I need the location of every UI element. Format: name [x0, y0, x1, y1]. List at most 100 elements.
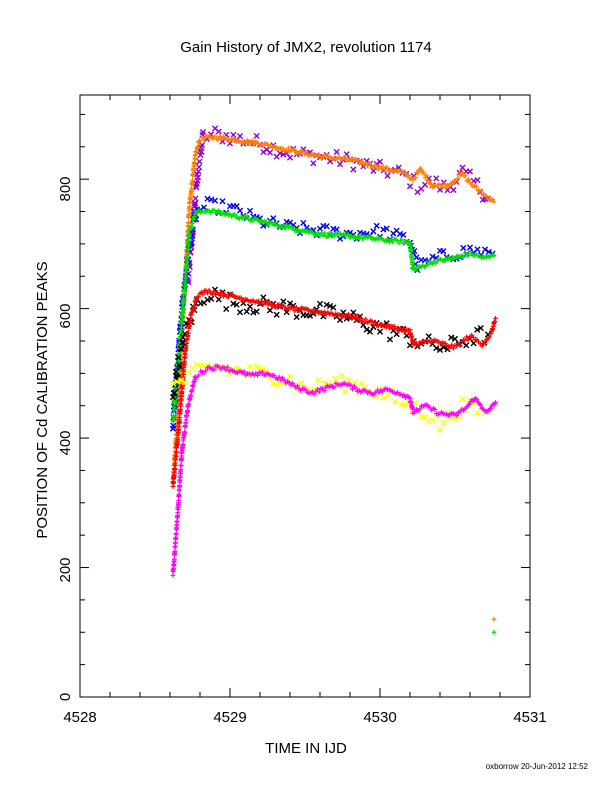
- outlier-point: [491, 616, 497, 622]
- series-2-point: [474, 246, 481, 253]
- series-6-point: [345, 377, 352, 384]
- series-1-point: [474, 184, 479, 190]
- series-6-point: [318, 386, 325, 393]
- series-2-point: [466, 244, 474, 251]
- series-4-point: [474, 326, 481, 333]
- series-7-point: [172, 548, 178, 554]
- series-7-point: [281, 377, 287, 383]
- series-6-point: [391, 398, 399, 405]
- series-4-point: [386, 336, 394, 343]
- series-1-point: [455, 176, 460, 181]
- series-1-point: [292, 147, 298, 153]
- series-3-point: [358, 233, 364, 238]
- series-6-point: [440, 419, 447, 426]
- series-4-point: [293, 313, 300, 321]
- series-0-point: [406, 183, 414, 190]
- series-6-point: [266, 374, 274, 382]
- series-7-point: [321, 388, 327, 394]
- series-7-point: [171, 556, 177, 562]
- series-1-point: [212, 133, 218, 139]
- outlier-point: [491, 629, 497, 635]
- series-2-point: [236, 207, 244, 214]
- series-5-point: [217, 293, 223, 298]
- series-6-point: [338, 373, 345, 380]
- series-6-point: [246, 363, 254, 370]
- series-6-point: [233, 365, 240, 372]
- series-0-point: [384, 172, 391, 179]
- series-3-point: [325, 234, 331, 239]
- series-6-point: [273, 381, 280, 388]
- series-3-point: [491, 253, 497, 258]
- series-7-point: [173, 540, 178, 546]
- series-1-point: [271, 143, 277, 148]
- series-5-point: [471, 334, 476, 340]
- series-5-point: [174, 449, 179, 455]
- series-0-point: [350, 166, 357, 173]
- series-0-point: [336, 161, 344, 168]
- series-6-point: [331, 375, 339, 382]
- series-5-point: [238, 295, 244, 301]
- series-5-point: [259, 298, 264, 304]
- series-2-point: [383, 225, 390, 232]
- series-3-point: [211, 207, 217, 213]
- series-3-point: [273, 220, 279, 226]
- series-2-point: [219, 198, 226, 205]
- series-3-point: [331, 233, 337, 239]
- series-7-point: [493, 400, 498, 405]
- series-1-point: [372, 162, 378, 168]
- y-tick-label: 400: [57, 430, 74, 455]
- data-marks: [169, 125, 498, 635]
- series-2-point: [211, 197, 219, 204]
- series-2-point: [270, 215, 277, 222]
- series-7-point: [417, 406, 423, 412]
- series-5-point: [372, 319, 378, 325]
- series-5-point: [257, 301, 263, 306]
- series-7-point: [286, 380, 292, 385]
- series-5-point: [479, 343, 485, 349]
- series-5-point: [186, 330, 191, 336]
- y-tick-label: 200: [57, 557, 74, 582]
- series-5-point: [361, 319, 367, 324]
- series-3-point: [413, 266, 419, 272]
- series-5-point: [200, 291, 206, 297]
- series-1-point: [466, 177, 471, 182]
- series-0-point: [253, 132, 260, 140]
- series-5-point: [270, 301, 276, 307]
- series-6-point: [169, 380, 177, 387]
- series-7-point: [412, 409, 418, 415]
- series-4-point: [376, 328, 384, 335]
- series-3-point: [322, 230, 328, 236]
- series-0-point: [236, 133, 244, 140]
- series-1-point: [232, 136, 238, 142]
- series-1-point: [195, 144, 201, 150]
- series-5-point: [192, 303, 197, 308]
- series-3-point: [433, 260, 439, 266]
- series-2-point: [429, 253, 436, 260]
- series-7-point: [432, 407, 438, 412]
- series-5-point: [292, 308, 298, 314]
- series-3-point: [346, 232, 351, 238]
- series-1-point: [244, 137, 250, 143]
- series-1-point: [286, 145, 291, 151]
- series-4-point: [477, 324, 484, 332]
- series-3-point: [357, 235, 362, 241]
- series-6-point: [341, 388, 349, 395]
- series-1-point: [428, 182, 434, 187]
- series-7-point: [241, 369, 247, 375]
- series-4-point: [463, 342, 470, 349]
- series-2-point: [170, 422, 177, 429]
- series-6-point: [253, 363, 260, 370]
- series-4-point: [233, 301, 240, 308]
- series-7-point: [290, 380, 295, 386]
- timestamp-footer: oxborrow 20-Jun-2012 12:52: [486, 762, 589, 771]
- series-3-point: [216, 208, 222, 214]
- series-5-point: [493, 315, 498, 321]
- series-1-point: [441, 181, 447, 187]
- series-6-point: [459, 396, 466, 403]
- series-0-point: [194, 174, 202, 181]
- series-5-point: [211, 289, 217, 295]
- series-1-point: [477, 188, 483, 194]
- series-3-point: [281, 222, 287, 228]
- series-2-point: [485, 248, 492, 255]
- series-1-point: [413, 175, 418, 181]
